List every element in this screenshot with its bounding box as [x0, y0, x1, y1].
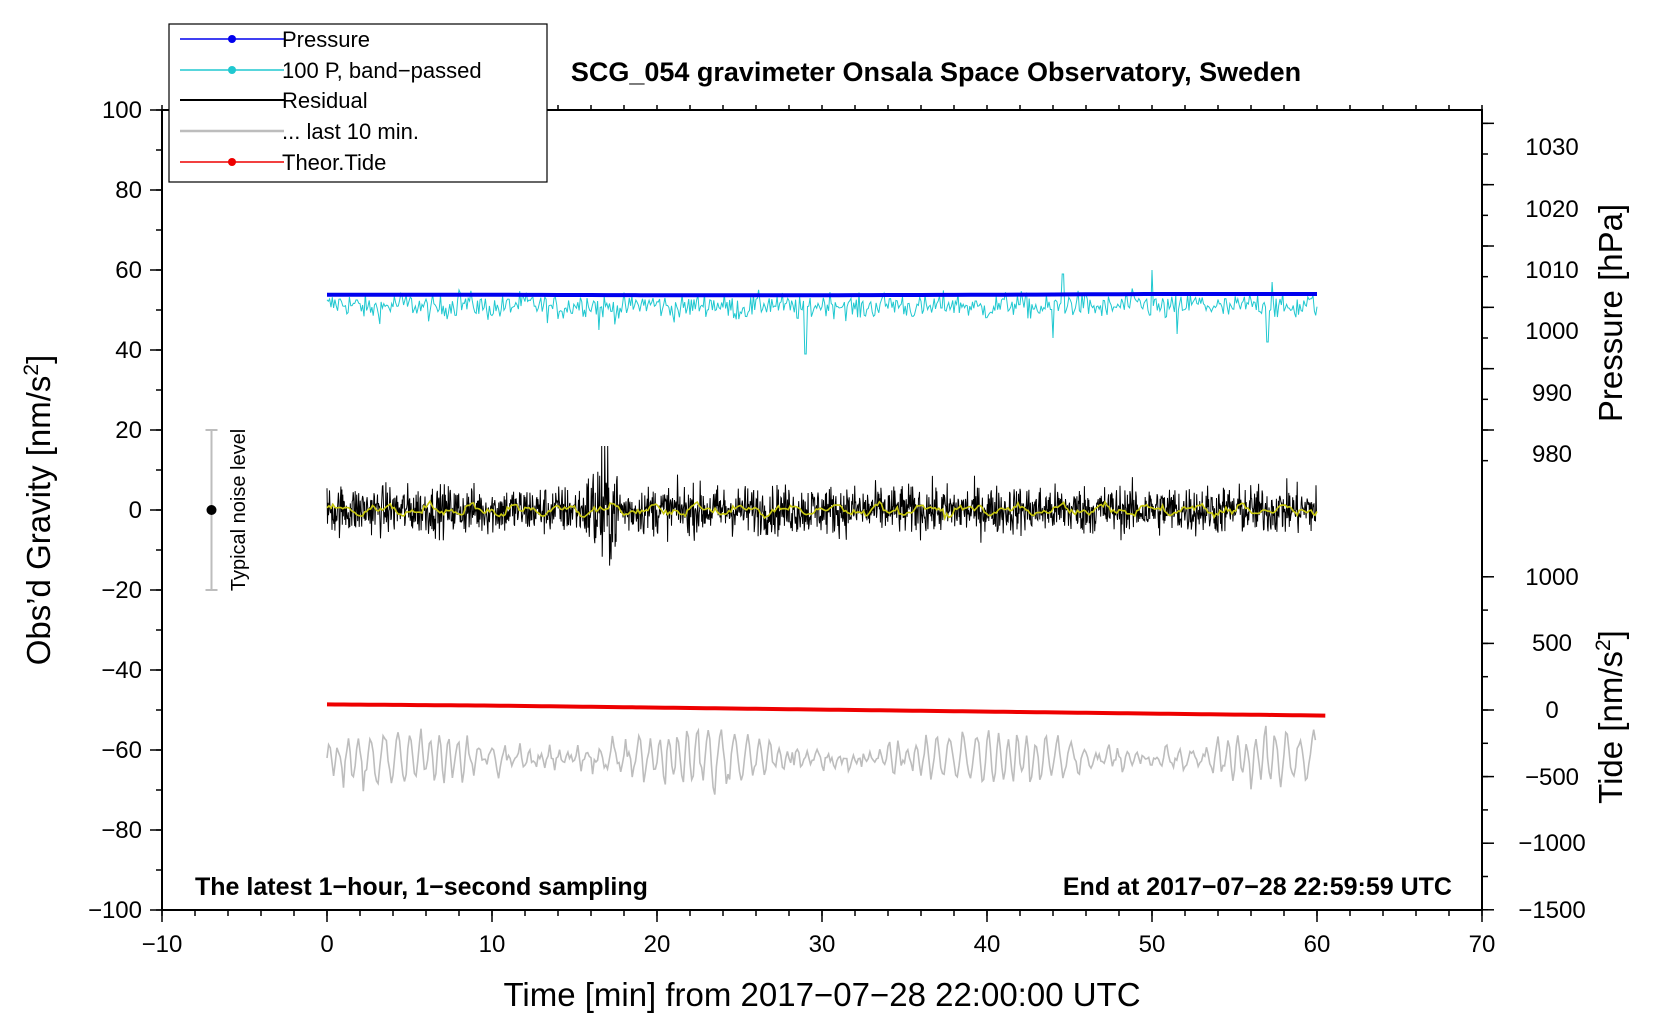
x-tick-label: 70 [1469, 931, 1496, 958]
y-axis-label-tide-end: ] [1592, 630, 1629, 639]
legend-label-last-10-min: ... last 10 min. [282, 119, 419, 144]
series-layer [326, 269, 1326, 795]
y-axis-label-left-text: Obs’d Gravity [nm/s [20, 376, 57, 666]
y-tick-label: 80 [115, 177, 142, 204]
series-theoretical-tide [326, 702, 1326, 718]
y-axis-label-left: Obs’d Gravity [nm/s2] [20, 355, 57, 666]
y-tick-label: −60 [101, 737, 142, 764]
series-pressure [327, 292, 1317, 298]
x-tick-label: 10 [479, 931, 506, 958]
y-tick-label: 40 [115, 337, 142, 364]
x-tick-label: 50 [1139, 931, 1166, 958]
pressure-tick-label: 1020 [1525, 196, 1578, 223]
tide-tick-label: −1000 [1518, 830, 1585, 857]
y-axis-label-pressure: Pressure [hPa] [1592, 204, 1629, 422]
pressure-tick-label: 990 [1532, 380, 1572, 407]
noise-level-label: Typical noise level [228, 429, 250, 591]
tide-tick-label: −500 [1525, 764, 1579, 791]
legend-label-pressure: Pressure [282, 27, 370, 52]
y-axis-label-left-end: ] [20, 355, 57, 364]
tide-tick-label: 1000 [1525, 564, 1578, 591]
x-tick-label: −10 [142, 931, 183, 958]
pressure-tick-label: 1030 [1525, 134, 1578, 161]
legend-label-residual: Residual [282, 88, 368, 113]
legend-label-theoretical-tide: Theor.Tide [282, 150, 386, 175]
pressure-tick-label: 1000 [1525, 318, 1578, 345]
legend-box [168, 23, 548, 183]
legend-item-band-passed: 100 P, band−passed [180, 58, 482, 83]
series-pressure-band-passed [326, 269, 1318, 355]
pressure-tick-label: 980 [1532, 441, 1572, 468]
x-tick-label: 40 [974, 931, 1001, 958]
pressure-tick-label: 1010 [1525, 257, 1578, 284]
y-tick-label: 60 [115, 257, 142, 284]
legend: Pressure 100 P, band−passed Residual ...… [168, 23, 548, 183]
tide-tick-label: 500 [1532, 630, 1572, 657]
series-last-10-min [326, 725, 1317, 795]
y-tick-label: −20 [101, 577, 142, 604]
legend-item-residual: Residual [180, 88, 368, 113]
y-tick-label: 100 [102, 97, 142, 124]
legend-item-pressure: Pressure [180, 27, 370, 52]
x-axis-label: Time [min] from 2017−07−28 22:00:00 UTC [503, 976, 1140, 1013]
y-tick-label: 20 [115, 417, 142, 444]
y-axis-label-tide-text: Tide [nm/s [1592, 651, 1629, 804]
annotation-latest-hour: The latest 1−hour, 1−second sampling [195, 873, 648, 901]
legend-marker-band-passed [228, 66, 236, 74]
tide-tick-label: −1500 [1518, 897, 1585, 924]
y-tick-label: −100 [88, 897, 142, 924]
x-tick-label: 30 [809, 931, 836, 958]
legend-label-band-passed: 100 P, band−passed [282, 58, 482, 83]
y-axis-label-left-sup: 2 [20, 364, 43, 376]
noise-level-center-dot [206, 505, 217, 515]
x-tick-label: 60 [1304, 931, 1331, 958]
legend-item-theoretical-tide: Theor.Tide [180, 150, 386, 175]
y-tick-label: −80 [101, 817, 142, 844]
series-residual [326, 445, 1317, 566]
x-tick-label: 20 [644, 931, 671, 958]
y-tick-label: 0 [129, 497, 142, 524]
y-axis-label-tide-sup: 2 [1592, 639, 1615, 651]
series-residual-smoothed [326, 499, 1318, 522]
legend-marker-theoretical-tide [228, 158, 236, 166]
noise-level-indicator: Typical noise level [205, 429, 250, 591]
x-tick-label: 0 [320, 931, 333, 958]
y-axis-label-tide: Tide [nm/s2] [1592, 630, 1629, 804]
tide-tick-label: 0 [1545, 697, 1558, 724]
annotation-end-time: End at 2017−07−28 22:59:59 UTC [1063, 873, 1452, 901]
legend-item-last-10-min: ... last 10 min. [180, 119, 419, 144]
y-tick-label: −40 [101, 657, 142, 684]
chart-title: SCG_054 gravimeter Onsala Space Observat… [571, 57, 1301, 87]
legend-marker-pressure [228, 35, 236, 43]
